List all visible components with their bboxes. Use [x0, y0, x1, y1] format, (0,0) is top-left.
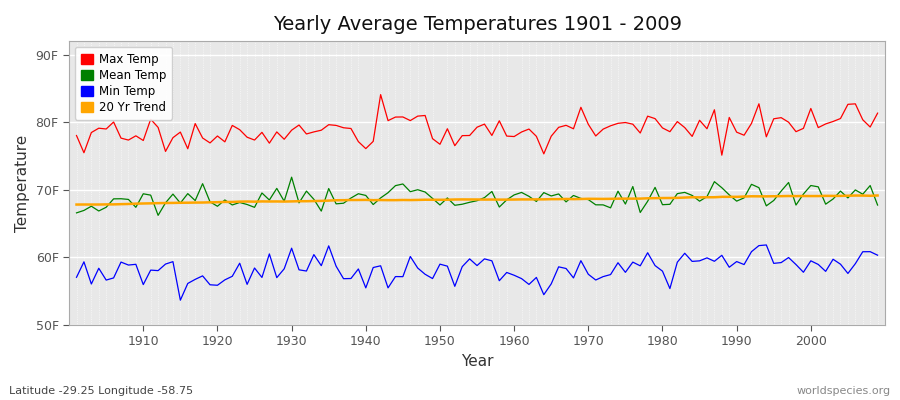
Title: Yearly Average Temperatures 1901 - 2009: Yearly Average Temperatures 1901 - 2009: [273, 15, 681, 34]
Text: Latitude -29.25 Longitude -58.75: Latitude -29.25 Longitude -58.75: [9, 386, 194, 396]
Y-axis label: Temperature: Temperature: [15, 134, 30, 232]
Text: worldspecies.org: worldspecies.org: [796, 386, 891, 396]
Legend: Max Temp, Mean Temp, Min Temp, 20 Yr Trend: Max Temp, Mean Temp, Min Temp, 20 Yr Tre…: [75, 47, 172, 120]
X-axis label: Year: Year: [461, 354, 493, 369]
